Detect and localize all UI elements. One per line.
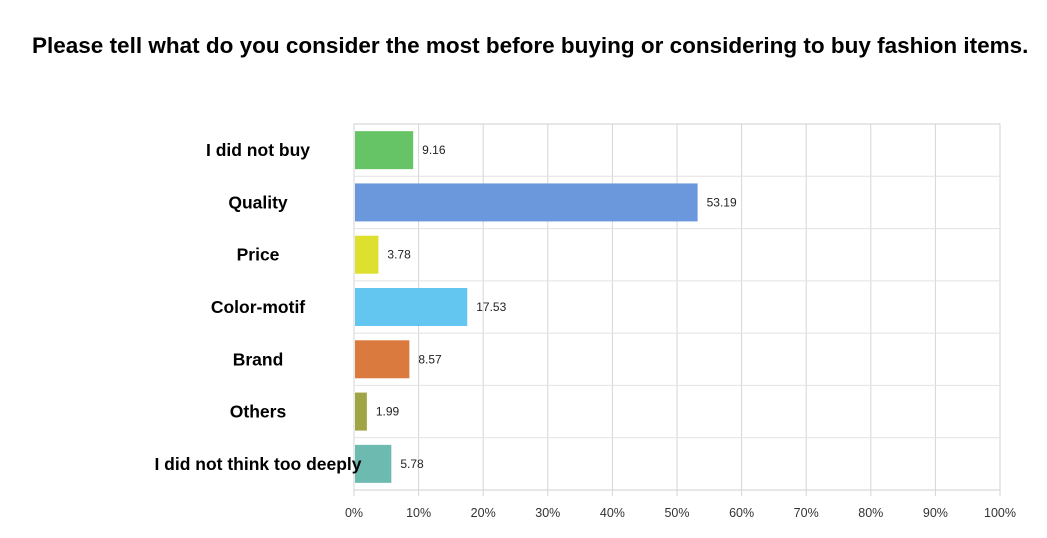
- x-tick-label: 70%: [794, 506, 819, 520]
- x-tick-label: 60%: [729, 506, 754, 520]
- x-tick-label: 0%: [345, 506, 363, 520]
- category-label: I did not think too deeply: [154, 454, 361, 474]
- x-tick-labels: 0% 10% 20% 30% 40% 50% 60% 70% 80% 90% 100%: [345, 506, 1016, 520]
- x-tick-label: 40%: [600, 506, 625, 520]
- category-label: Quality: [228, 192, 288, 212]
- bar: [355, 444, 392, 483]
- chart-grid: [353, 123, 1001, 496]
- bar: [355, 340, 410, 379]
- chart-bars: [355, 131, 698, 483]
- x-tick-label: 10%: [406, 506, 431, 520]
- value-labels: 9.16 53.19 3.78 17.53 8.57 1.99 5.78: [376, 143, 737, 471]
- x-tick-label: 100%: [984, 506, 1016, 520]
- bar-value-label: 5.78: [400, 457, 424, 471]
- category-labels: I did not buy Quality Price Color-motif Bran…: [154, 140, 361, 474]
- bar: [355, 288, 468, 326]
- category-label: Brand: [233, 349, 284, 369]
- bar: [355, 183, 698, 222]
- x-tick-label: 90%: [923, 506, 948, 520]
- category-label: Others: [230, 402, 287, 422]
- bar-value-label: 8.57: [418, 352, 442, 366]
- x-tick-label: 50%: [664, 506, 689, 520]
- x-tick-label: 80%: [858, 506, 883, 520]
- x-tick-label: 20%: [471, 506, 496, 520]
- x-tick-label: 30%: [535, 506, 560, 520]
- bar-value-label: 3.78: [387, 248, 411, 262]
- bar: [355, 392, 367, 431]
- bar-value-label: 17.53: [476, 300, 506, 314]
- bar-value-label: 53.19: [707, 195, 737, 209]
- bar-value-label: 1.99: [376, 405, 400, 419]
- bar: [355, 131, 414, 170]
- bar: [355, 235, 379, 274]
- category-label: I did not buy: [206, 140, 310, 160]
- category-label: Price: [237, 245, 280, 265]
- chart-title: Please tell what do you consider the mos…: [32, 33, 1029, 58]
- category-label: Color-motif: [211, 297, 305, 317]
- bar-value-label: 9.16: [422, 143, 446, 157]
